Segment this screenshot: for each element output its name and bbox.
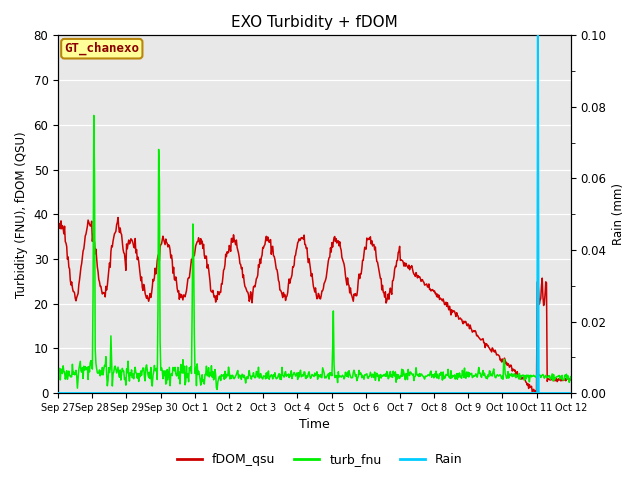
Title: EXO Turbidity + fDOM: EXO Turbidity + fDOM <box>231 15 398 30</box>
Legend: fDOM_qsu, turb_fnu, Rain: fDOM_qsu, turb_fnu, Rain <box>172 448 468 471</box>
Text: GT_chanexo: GT_chanexo <box>64 42 140 55</box>
Y-axis label: Turbidity (FNU), fDOM (QSU): Turbidity (FNU), fDOM (QSU) <box>15 131 28 298</box>
X-axis label: Time: Time <box>299 419 330 432</box>
Y-axis label: Rain (mm): Rain (mm) <box>612 183 625 245</box>
